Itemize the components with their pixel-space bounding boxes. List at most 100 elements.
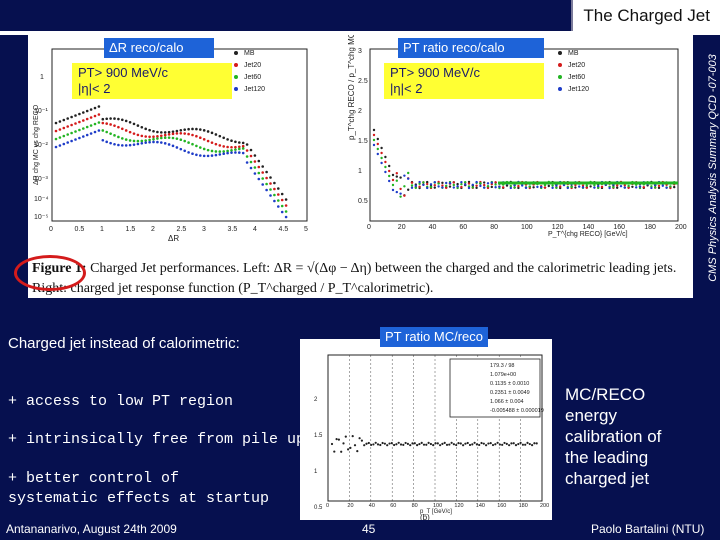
right-plot-marker xyxy=(597,186,600,190)
right-plot-marker xyxy=(399,187,402,191)
right-plot-marker xyxy=(399,192,402,195)
right-plot-marker xyxy=(418,180,421,184)
mc-plot-marker xyxy=(445,443,449,446)
mc-plot-markers xyxy=(330,435,538,453)
right-plot-marker xyxy=(600,185,604,189)
left-plot-marker xyxy=(234,140,237,144)
left-plot-marker xyxy=(261,183,264,186)
left-plot-marker xyxy=(187,127,190,131)
left-plot-marker xyxy=(140,134,144,138)
left-plot-marker xyxy=(261,171,264,174)
left-plot-marker xyxy=(117,117,120,121)
left-plot-marker xyxy=(265,176,268,180)
left-plot-marker xyxy=(85,133,89,137)
left-plot-marker xyxy=(284,198,288,201)
left-plot-marker xyxy=(85,117,89,121)
left-plot-marker xyxy=(132,139,136,143)
right-plot-marker xyxy=(578,185,581,188)
mc-plot-marker xyxy=(379,443,382,447)
left-plot-marker xyxy=(265,182,268,186)
mc-plot-marker xyxy=(441,442,444,445)
mc-plot-marker xyxy=(372,443,375,446)
left-plot-marker xyxy=(171,130,175,133)
right-ytick: 1.5 xyxy=(358,138,368,145)
left-plot-marker xyxy=(179,129,183,132)
right-xtick: 120 xyxy=(552,224,564,231)
left-xtick: 1 xyxy=(100,226,104,233)
left-plot-marker xyxy=(191,133,194,137)
left-plot-marker xyxy=(136,133,140,137)
mc-plot-marker xyxy=(374,441,377,444)
left-plot-marker xyxy=(93,130,97,134)
right-plot-marker xyxy=(475,184,478,187)
left-plot-marker xyxy=(206,148,210,152)
left-plot-marker xyxy=(144,127,147,131)
left-plot-marker xyxy=(214,150,218,153)
left-plot-marker xyxy=(261,165,264,168)
left-plot-marker xyxy=(160,141,163,144)
left-plot-marker xyxy=(136,139,140,143)
left-plot-marker xyxy=(245,161,249,164)
right-plot-marker xyxy=(372,128,376,132)
mc-plot-sublabel: (b) xyxy=(420,513,430,520)
right-xtick: 80 xyxy=(490,224,498,231)
mc-plot-marker xyxy=(351,435,354,438)
legend-marker xyxy=(558,63,562,67)
left-plot-marker xyxy=(214,153,218,157)
left-plot-marker xyxy=(269,176,272,179)
mc-plot-marker xyxy=(367,441,370,445)
mc-plot-marker xyxy=(399,443,403,446)
left-plot-marker xyxy=(167,143,171,146)
mc-plot-marker xyxy=(501,443,504,446)
right-plot-marker xyxy=(380,156,383,160)
mc-plot-marker xyxy=(418,442,421,446)
right-cut-pt: PT> 900 MeV/c xyxy=(390,65,480,80)
slide-title: The Charged Jet xyxy=(571,0,720,32)
left-plot-marker xyxy=(249,166,253,170)
right-plot-marker xyxy=(585,186,588,189)
mc-xtick: 0 xyxy=(326,503,329,509)
mc-plot-marker xyxy=(496,441,499,444)
left-plot-marker xyxy=(273,199,276,203)
right-plot-marker xyxy=(460,185,463,189)
fit-stats-values: 179.3 / 98 1.079e+00 0.1135 ± 0.0010 0.2351… xyxy=(490,363,544,414)
left-plot-marker xyxy=(97,105,101,108)
left-plot-marker xyxy=(70,131,73,135)
right-xtick: 40 xyxy=(429,224,437,231)
left-plot-marker xyxy=(70,139,73,143)
left-plot-marker xyxy=(265,188,268,192)
left-plot-marker xyxy=(101,117,105,121)
left-plot-marker xyxy=(245,155,249,158)
calibration-line-5: charged jet xyxy=(565,469,650,488)
right-xtick: 160 xyxy=(613,224,625,231)
right-plot-marker xyxy=(562,183,566,187)
calibration-text: MC/RECO energy calibration of the leadin… xyxy=(565,384,661,489)
left-plot-marker xyxy=(113,134,116,137)
mc-plot-marker xyxy=(464,442,467,445)
mc-plot-marker xyxy=(376,443,380,446)
right-plot-marker xyxy=(513,186,516,189)
right-plot-xticks: 0 20 40 60 80 100 120 140 160 180 200 xyxy=(367,224,687,231)
right-plot-marker xyxy=(665,186,668,189)
mc-plot-marker xyxy=(480,441,483,445)
mc-plot-marker xyxy=(459,442,462,445)
left-plot-marker xyxy=(117,135,120,139)
right-plot-marker xyxy=(532,186,535,189)
mc-xtick: 140 xyxy=(476,503,485,509)
left-plot-legend: MB Jet20 Jet60 Jet120 xyxy=(234,50,265,93)
mc-plot-marker xyxy=(393,443,396,447)
left-plot-xlabel: ΔR xyxy=(168,234,179,243)
left-plot-marker xyxy=(265,170,268,174)
right-plot-marker xyxy=(464,181,467,184)
left-plot-marker xyxy=(183,128,186,131)
left-plot-marker xyxy=(121,118,124,122)
right-plot-marker xyxy=(581,186,585,189)
left-plot-marker xyxy=(152,129,155,133)
mc-xtick: 200 xyxy=(540,503,549,509)
mc-plot-marker xyxy=(443,441,446,445)
left-plot-marker xyxy=(140,142,144,145)
right-xtick: 60 xyxy=(459,224,467,231)
left-plot-marker xyxy=(62,126,66,130)
left-plot-marker xyxy=(66,141,69,144)
right-plot-marker xyxy=(494,186,497,189)
